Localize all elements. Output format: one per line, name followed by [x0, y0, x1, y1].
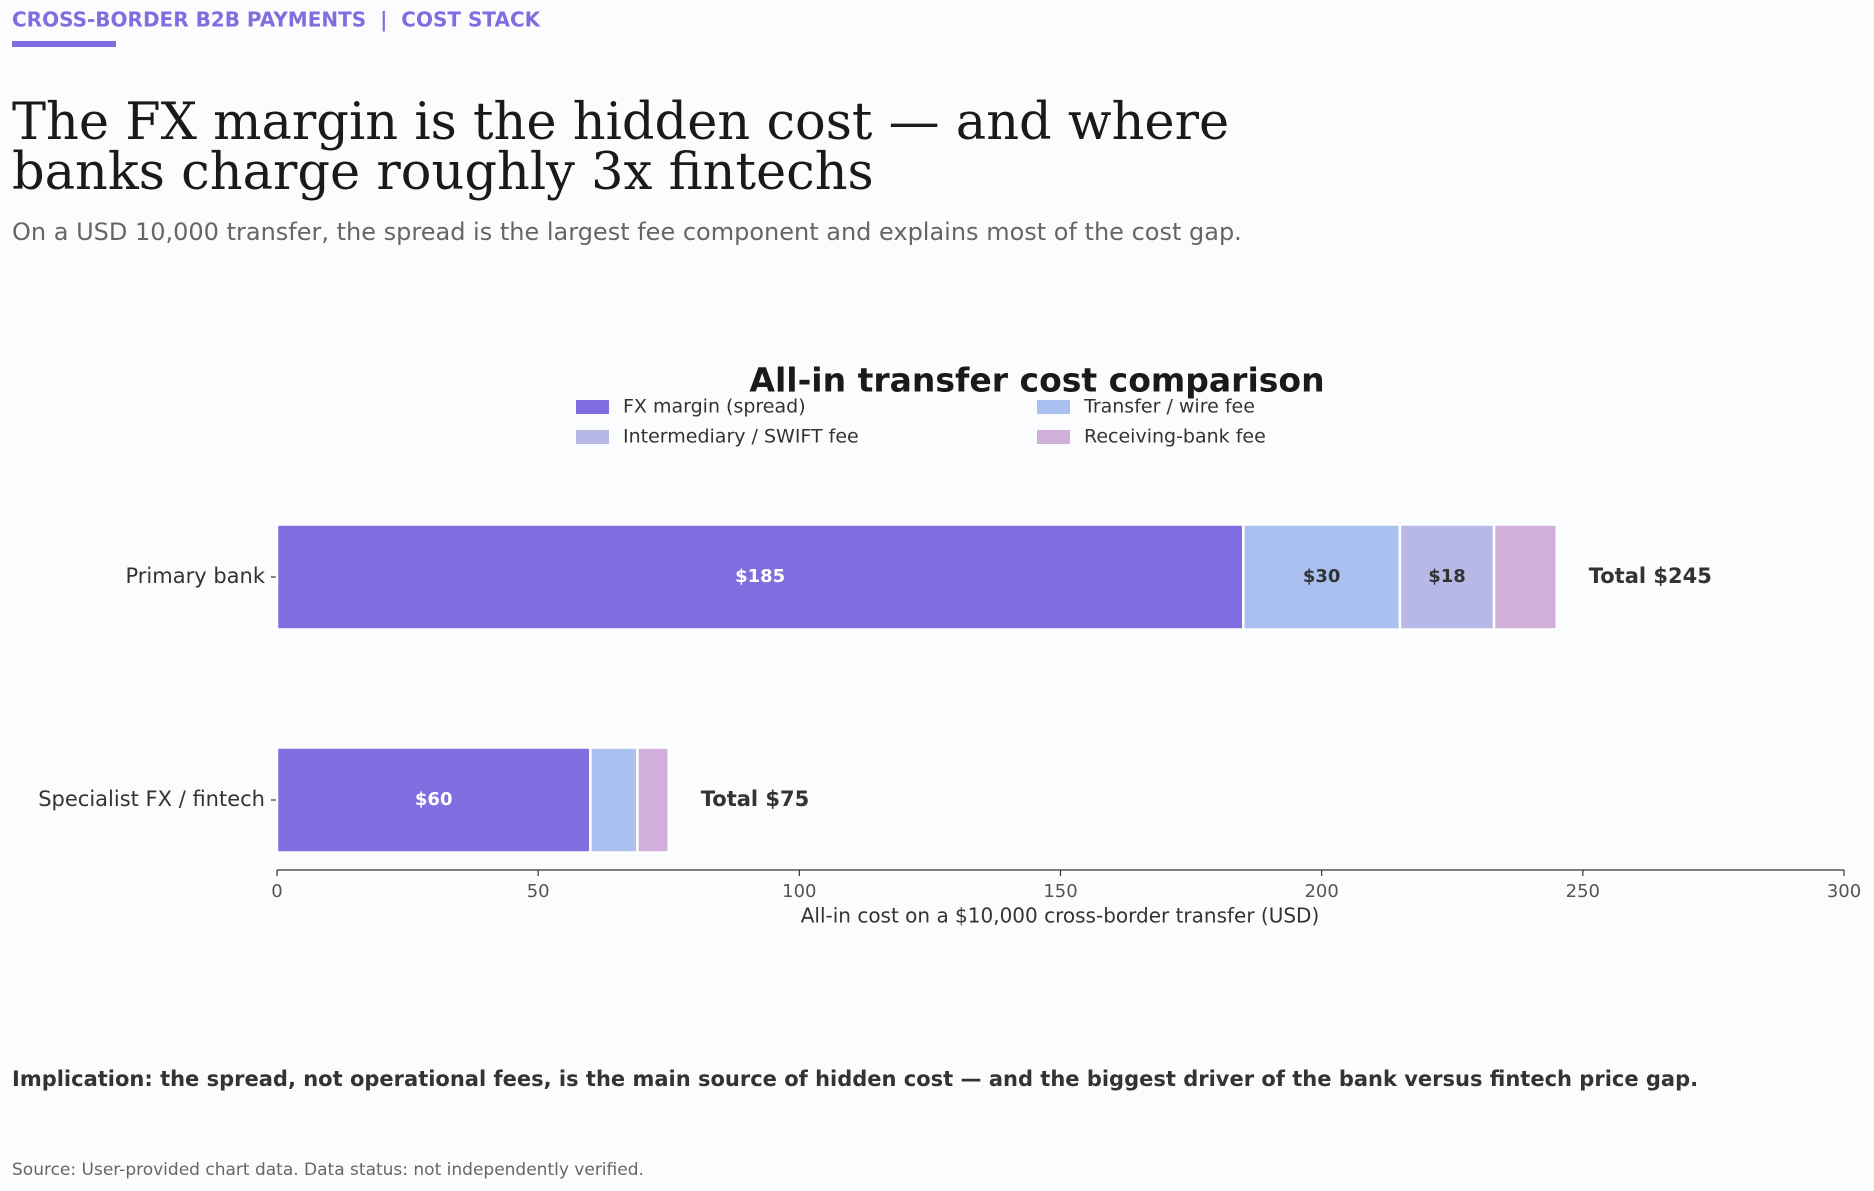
- y-tick-label: Specialist FX / fintech: [38, 787, 265, 811]
- legend-label: Receiving-bank fee: [1084, 426, 1266, 448]
- x-tick-label: 300: [1827, 881, 1861, 902]
- x-tick-label: 250: [1566, 881, 1600, 902]
- legend-label: Transfer / wire fee: [1083, 396, 1255, 418]
- kicker: CROSS-BORDER B2B PAYMENTS | COST STACK: [12, 8, 542, 32]
- bar-segment: [1398, 523, 1496, 631]
- implication: Implication: the spread, not operational…: [12, 1067, 1698, 1091]
- bar-segment: [275, 746, 592, 854]
- bar-segment: [1492, 523, 1558, 631]
- total-label: Total $75: [701, 787, 810, 811]
- x-axis-label: All-in cost on a $10,000 cross-border tr…: [801, 904, 1320, 928]
- bar-segment: [589, 746, 639, 854]
- bar-segment: [275, 523, 1245, 631]
- legend-swatch: [576, 430, 609, 444]
- headline: The FX margin is the hidden cost — and w…: [12, 93, 1229, 152]
- x-tick-label: 200: [1304, 881, 1338, 902]
- segment-label: $30: [1303, 566, 1341, 587]
- legend-swatch: [1037, 430, 1070, 444]
- total-label: Total $245: [1589, 564, 1712, 588]
- segment-label: $18: [1428, 566, 1466, 587]
- kicker-rule: [12, 41, 116, 47]
- segment-label: $60: [415, 789, 453, 810]
- x-tick-label: 50: [527, 881, 550, 902]
- subtitle: On a USD 10,000 transfer, the spread is …: [12, 218, 1242, 246]
- legend-swatch: [576, 400, 609, 414]
- legend-label: Intermediary / SWIFT fee: [623, 426, 859, 448]
- segment-label: $185: [735, 566, 785, 587]
- headline: banks charge roughly 3x fintechs: [12, 143, 874, 202]
- chart-title: All-in transfer cost comparison: [749, 361, 1324, 400]
- legend-swatch: [1037, 400, 1070, 414]
- x-tick-label: 100: [782, 881, 816, 902]
- y-tick-label: Primary bank: [126, 564, 266, 588]
- x-tick-label: 150: [1043, 881, 1077, 902]
- x-tick-label: 0: [271, 881, 282, 902]
- legend-label: FX margin (spread): [623, 396, 806, 418]
- source: Source: User-provided chart data. Data s…: [12, 1160, 644, 1180]
- bar-segment: [636, 746, 670, 854]
